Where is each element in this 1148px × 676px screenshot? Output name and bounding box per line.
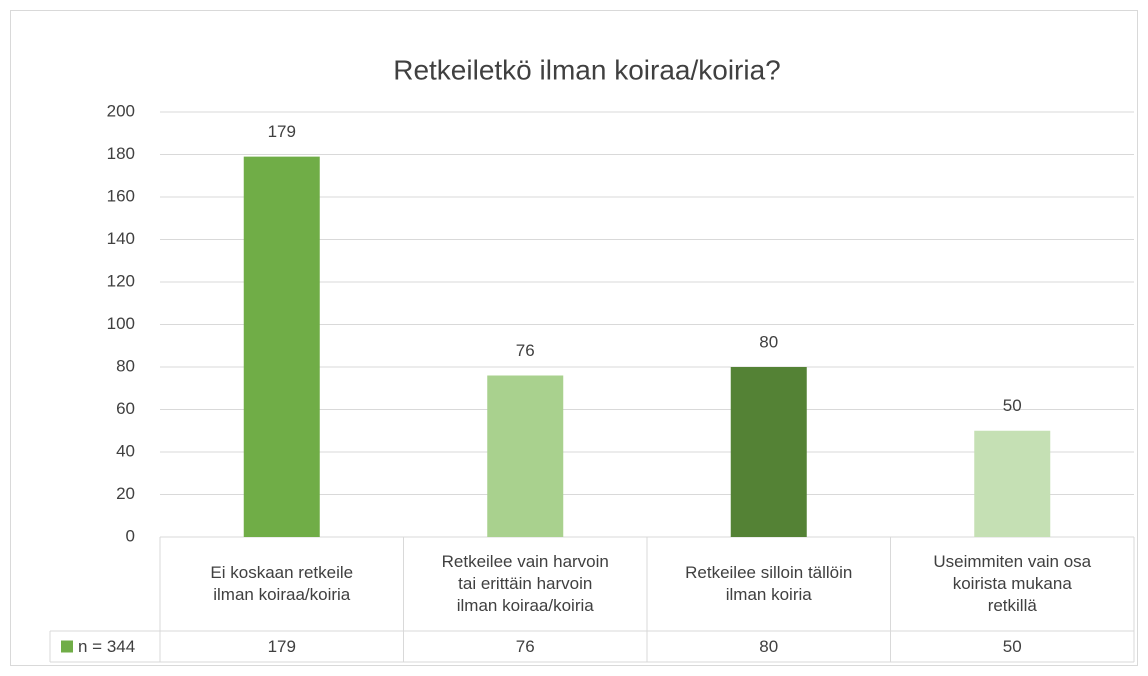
data-label: 76 [516,341,535,360]
y-tick-label: 120 [107,271,135,290]
y-tick-label: 200 [107,101,135,120]
x-tick-label: Ei koskaan retkeile ilman koiraa/koiria [210,563,353,604]
y-tick-label: 80 [116,356,135,375]
y-tick-label: 100 [107,314,135,333]
x-tick-label: Useimmiten vain osa koirista mukana retk… [933,552,1091,615]
table-value: 80 [759,637,778,656]
bar [487,375,564,537]
legend-label: n = 344 [78,637,135,656]
chart-border [10,10,1138,666]
data-label: 50 [1003,396,1022,415]
data-label: 80 [759,332,778,351]
bar [243,156,320,537]
table-value: 179 [268,637,296,656]
table-value: 50 [1003,637,1022,656]
bar [974,430,1051,537]
x-tick-label: Retkeilee vain harvoin tai erittäin harv… [442,552,609,615]
y-tick-label: 60 [116,399,135,418]
bar [730,367,807,537]
chart-title: Retkeiletkö ilman koiraa/koiria? [393,54,781,85]
table-value: 76 [516,637,535,656]
x-tick-label: Retkeilee silloin tällöin ilman koiria [685,563,852,604]
y-tick-label: 40 [116,441,135,460]
y-tick-label: 140 [107,229,135,248]
y-tick-label: 0 [126,526,135,545]
y-tick-label: 20 [116,484,135,503]
y-tick-label: 160 [107,186,135,205]
data-label: 179 [268,122,296,141]
legend-swatch [61,640,73,653]
y-tick-label: 180 [107,144,135,163]
